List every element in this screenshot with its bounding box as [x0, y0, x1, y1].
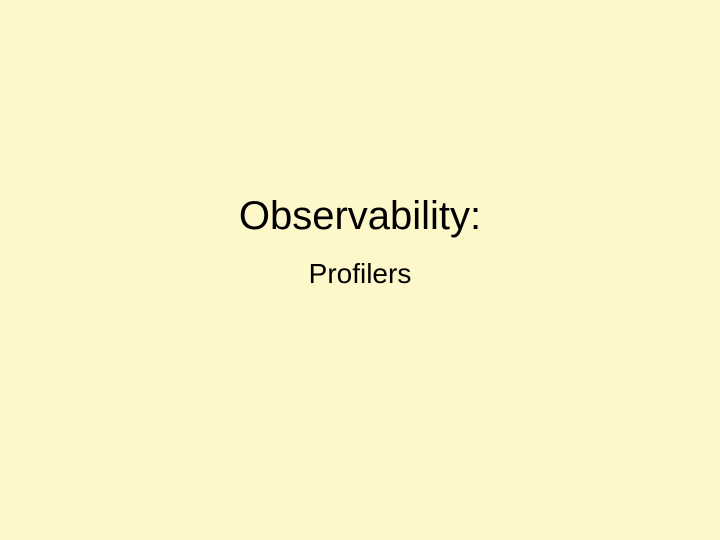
slide-subtitle: Profilers — [308, 258, 412, 289]
slide-title: Observability: — [238, 194, 482, 238]
